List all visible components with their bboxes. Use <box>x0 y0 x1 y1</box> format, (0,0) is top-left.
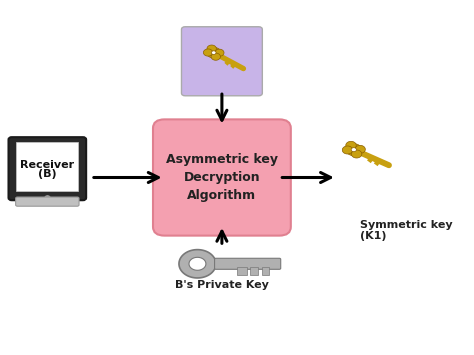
Polygon shape <box>179 250 216 278</box>
FancyBboxPatch shape <box>215 258 281 269</box>
Text: Receiver: Receiver <box>20 160 74 170</box>
Polygon shape <box>351 148 356 152</box>
Polygon shape <box>203 49 213 56</box>
FancyBboxPatch shape <box>182 27 262 96</box>
Polygon shape <box>211 51 216 54</box>
Polygon shape <box>346 144 362 156</box>
FancyBboxPatch shape <box>250 267 258 275</box>
FancyBboxPatch shape <box>9 137 86 200</box>
FancyBboxPatch shape <box>237 267 246 275</box>
FancyBboxPatch shape <box>153 119 291 236</box>
FancyBboxPatch shape <box>263 267 269 275</box>
Polygon shape <box>346 141 356 149</box>
Text: (B): (B) <box>38 169 56 179</box>
FancyBboxPatch shape <box>16 142 78 191</box>
Polygon shape <box>207 47 221 58</box>
FancyBboxPatch shape <box>16 197 79 206</box>
Polygon shape <box>351 150 362 158</box>
Polygon shape <box>211 53 220 60</box>
Polygon shape <box>207 45 216 52</box>
Polygon shape <box>355 145 365 153</box>
Polygon shape <box>342 146 353 154</box>
Text: Symmetric key
(K1): Symmetric key (K1) <box>360 219 452 241</box>
Polygon shape <box>189 257 206 270</box>
Text: B's Private Key: B's Private Key <box>175 280 269 290</box>
Polygon shape <box>215 49 224 56</box>
Text: Asymmetric key
Decryption
Algorithm: Asymmetric key Decryption Algorithm <box>166 153 278 202</box>
